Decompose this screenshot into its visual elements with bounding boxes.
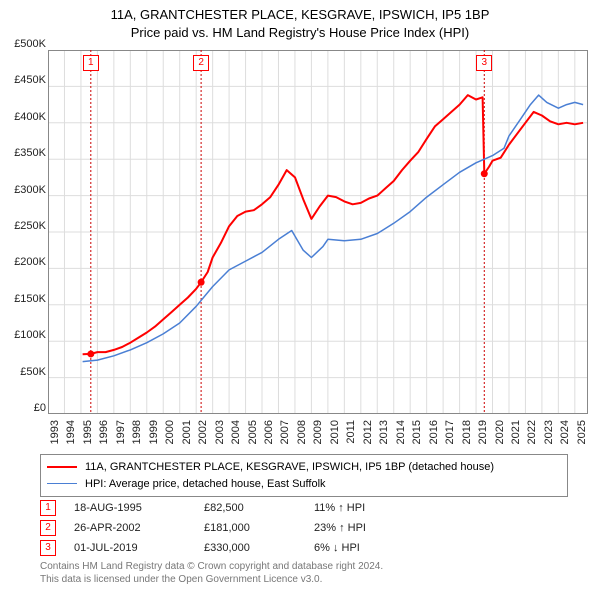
title-area: 11A, GRANTCHESTER PLACE, KESGRAVE, IPSWI… bbox=[0, 0, 600, 41]
x-tick-label: 2017 bbox=[444, 420, 456, 450]
x-tick-label: 2004 bbox=[230, 420, 242, 450]
x-tick-label: 2024 bbox=[559, 420, 571, 450]
x-tick-label: 2005 bbox=[247, 420, 259, 450]
chart-title: 11A, GRANTCHESTER PLACE, KESGRAVE, IPSWI… bbox=[0, 6, 600, 24]
legend-row: 11A, GRANTCHESTER PLACE, KESGRAVE, IPSWI… bbox=[47, 459, 561, 476]
table-row: 1 18-AUG-1995 £82,500 11% ↑ HPI bbox=[40, 498, 434, 518]
y-tick-label: £500K bbox=[2, 38, 46, 50]
y-tick-label: £350K bbox=[2, 147, 46, 159]
x-tick-label: 2023 bbox=[543, 420, 555, 450]
x-tick-label: 2013 bbox=[378, 420, 390, 450]
x-tick-label: 2019 bbox=[477, 420, 489, 450]
table-row: 3 01-JUL-2019 £330,000 6% ↓ HPI bbox=[40, 538, 434, 558]
x-tick-label: 2022 bbox=[526, 420, 538, 450]
chart-subtitle: Price paid vs. HM Land Registry's House … bbox=[0, 24, 600, 42]
sale-vs-hpi: 23% ↑ HPI bbox=[314, 522, 434, 534]
x-tick-label: 2014 bbox=[395, 420, 407, 450]
x-tick-label: 2007 bbox=[279, 420, 291, 450]
sale-price: £330,000 bbox=[204, 542, 314, 554]
y-tick-label: £100K bbox=[2, 329, 46, 341]
x-tick-label: 2009 bbox=[312, 420, 324, 450]
chart-svg bbox=[48, 50, 588, 414]
x-tick-label: 1996 bbox=[98, 420, 110, 450]
x-tick-label: 2021 bbox=[510, 420, 522, 450]
sale-marker-icon: 2 bbox=[40, 520, 56, 536]
x-tick-label: 2006 bbox=[263, 420, 275, 450]
footnote-line: Contains HM Land Registry data © Crown c… bbox=[40, 560, 383, 573]
legend-row: HPI: Average price, detached house, East… bbox=[47, 476, 561, 493]
sale-marker-icon: 3 bbox=[476, 55, 492, 71]
y-tick-label: £250K bbox=[2, 220, 46, 232]
legend-box: 11A, GRANTCHESTER PLACE, KESGRAVE, IPSWI… bbox=[40, 454, 568, 497]
x-tick-label: 2016 bbox=[428, 420, 440, 450]
y-tick-label: £400K bbox=[2, 111, 46, 123]
x-tick-label: 2002 bbox=[197, 420, 209, 450]
x-tick-label: 1998 bbox=[131, 420, 143, 450]
y-tick-label: £300K bbox=[2, 184, 46, 196]
legend-swatch-icon bbox=[47, 483, 77, 484]
x-tick-label: 2008 bbox=[296, 420, 308, 450]
sale-marker-icon: 1 bbox=[83, 55, 99, 71]
sale-vs-hpi: 11% ↑ HPI bbox=[314, 502, 434, 514]
y-tick-label: £150K bbox=[2, 293, 46, 305]
x-tick-label: 2000 bbox=[164, 420, 176, 450]
y-tick-label: £200K bbox=[2, 256, 46, 268]
legend-label: HPI: Average price, detached house, East… bbox=[85, 476, 326, 493]
sale-vs-hpi: 6% ↓ HPI bbox=[314, 542, 434, 554]
sale-date: 01-JUL-2019 bbox=[74, 542, 204, 554]
y-tick-label: £50K bbox=[2, 366, 46, 378]
x-tick-label: 1995 bbox=[82, 420, 94, 450]
y-axis-labels: £0 £50K £100K £150K £200K £250K £300K £350K £400… bbox=[2, 44, 46, 420]
sale-marker-icon: 1 bbox=[40, 500, 56, 516]
x-tick-label: 1999 bbox=[148, 420, 160, 450]
y-tick-label: £0 bbox=[2, 402, 46, 414]
x-tick-label: 2025 bbox=[576, 420, 588, 450]
footnote: Contains HM Land Registry data © Crown c… bbox=[40, 560, 383, 586]
sale-date: 18-AUG-1995 bbox=[74, 502, 204, 514]
table-row: 2 26-APR-2002 £181,000 23% ↑ HPI bbox=[40, 518, 434, 538]
legend-swatch-icon bbox=[47, 466, 77, 468]
x-tick-label: 1993 bbox=[49, 420, 61, 450]
sale-price: £82,500 bbox=[204, 502, 314, 514]
x-tick-label: 1994 bbox=[65, 420, 77, 450]
x-tick-label: 2015 bbox=[411, 420, 423, 450]
sales-table: 1 18-AUG-1995 £82,500 11% ↑ HPI 2 26-APR… bbox=[40, 498, 434, 558]
x-tick-label: 1997 bbox=[115, 420, 127, 450]
x-tick-label: 2012 bbox=[362, 420, 374, 450]
footnote-line: This data is licensed under the Open Gov… bbox=[40, 573, 383, 586]
legend-label: 11A, GRANTCHESTER PLACE, KESGRAVE, IPSWI… bbox=[85, 459, 494, 476]
x-tick-label: 2011 bbox=[345, 420, 357, 450]
x-tick-label: 2003 bbox=[214, 420, 226, 450]
sale-date: 26-APR-2002 bbox=[74, 522, 204, 534]
y-tick-label: £450K bbox=[2, 74, 46, 86]
sale-marker-icon: 3 bbox=[40, 540, 56, 556]
x-tick-label: 2010 bbox=[329, 420, 341, 450]
chart-area: £0£50K£100K£150K£200K£250K£300K£350K£400… bbox=[48, 50, 588, 414]
x-tick-label: 2018 bbox=[461, 420, 473, 450]
x-tick-label: 2020 bbox=[494, 420, 506, 450]
x-tick-label: 2001 bbox=[181, 420, 193, 450]
sale-marker-icon: 2 bbox=[193, 55, 209, 71]
sale-price: £181,000 bbox=[204, 522, 314, 534]
chart-container: 11A, GRANTCHESTER PLACE, KESGRAVE, IPSWI… bbox=[0, 0, 600, 590]
x-axis-labels: 1993 1994 1995 1996 1997 1998 1999 2000 2001 2002… bbox=[48, 416, 588, 452]
